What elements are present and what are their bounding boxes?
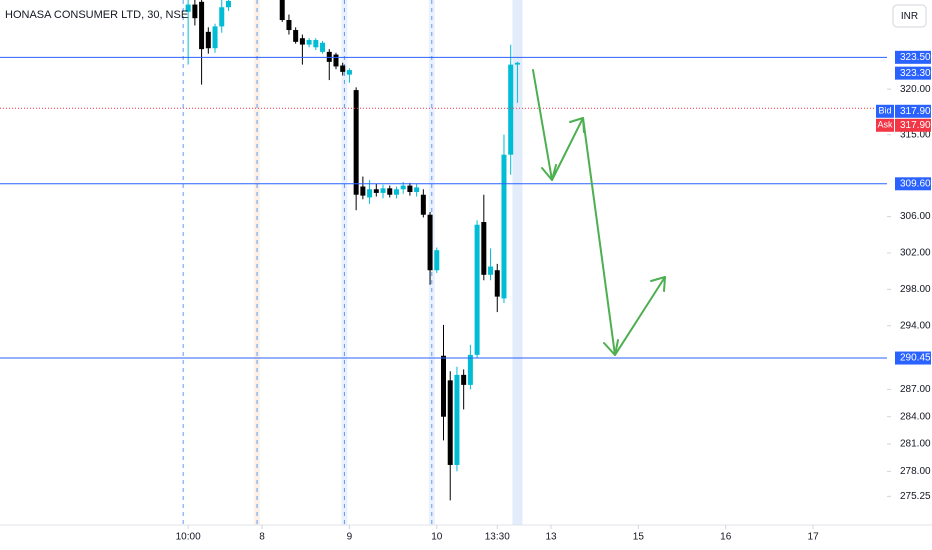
ask-name: Ask xyxy=(877,120,893,130)
candle-body xyxy=(427,214,433,271)
candle-body xyxy=(461,374,467,385)
candle-body xyxy=(434,250,440,271)
x-tick-label: 13 xyxy=(545,532,557,543)
candle-body xyxy=(488,266,494,275)
y-tick-label: 284.00 xyxy=(900,411,931,422)
candle-body xyxy=(320,42,326,52)
ask-box xyxy=(895,118,931,132)
x-tick-label: 10:00 xyxy=(176,532,201,543)
candle-body xyxy=(501,154,507,299)
bid-box xyxy=(895,104,931,118)
x-tick-label: 10 xyxy=(431,532,443,543)
x-tick-label: 9 xyxy=(347,532,353,543)
bid-label: 317.90 xyxy=(900,106,931,117)
time-axis xyxy=(0,525,887,550)
session-band xyxy=(341,0,348,525)
price-line-label: 323.50 xyxy=(900,52,931,63)
currency-button[interactable] xyxy=(892,4,927,28)
x-tick-label: 13:30 xyxy=(485,532,510,543)
candle-body xyxy=(205,31,211,49)
arrow-head xyxy=(569,117,585,133)
candle-body xyxy=(474,224,480,355)
price-line-box xyxy=(895,50,931,64)
y-tick-label: 275.25 xyxy=(900,491,931,502)
candle-body xyxy=(225,0,231,8)
candle-body xyxy=(467,354,473,385)
candle-body xyxy=(420,194,426,215)
candle-body xyxy=(441,355,446,417)
candle-body xyxy=(508,64,514,155)
candle-body xyxy=(306,40,312,45)
candle-body xyxy=(286,20,292,31)
y-tick-label: 298.00 xyxy=(900,284,931,295)
y-tick-label: 278.00 xyxy=(900,466,931,477)
last-bar-highlight xyxy=(512,0,523,525)
candle-body xyxy=(340,65,346,72)
candle-body xyxy=(387,188,393,195)
x-tick-label: 17 xyxy=(808,532,820,543)
candle-body xyxy=(447,380,453,465)
y-tick-label: 281.00 xyxy=(900,439,931,450)
bid-name: Bid xyxy=(878,106,891,116)
session-band xyxy=(254,0,261,525)
ask-label: 317.90 xyxy=(900,120,931,131)
y-tick-label: 320.00 xyxy=(900,84,931,95)
candle-body xyxy=(212,26,218,49)
candle-body xyxy=(333,54,339,67)
bid-name-box xyxy=(876,104,894,118)
candle-body xyxy=(293,30,299,42)
price-line-box xyxy=(895,177,931,191)
arrow-head xyxy=(541,164,557,181)
candle-body xyxy=(407,185,413,192)
candle-body xyxy=(400,185,406,190)
candle-body xyxy=(199,1,205,50)
candle-body xyxy=(481,222,487,275)
candle-body xyxy=(380,188,386,193)
price-line-box xyxy=(895,351,931,365)
x-tick-label: 15 xyxy=(633,532,645,543)
candle-body xyxy=(494,270,500,297)
price-line-label: 290.45 xyxy=(900,353,931,364)
arrow-head xyxy=(603,339,619,356)
candle-body xyxy=(360,186,366,196)
candle-body xyxy=(414,187,420,192)
plot-layer xyxy=(0,0,887,501)
x-tick-label: 8 xyxy=(259,532,265,543)
candle-body xyxy=(185,4,191,12)
ask-name-box xyxy=(876,118,894,132)
y-tick-label: 287.00 xyxy=(900,384,931,395)
candle-body xyxy=(373,189,379,193)
candle-body xyxy=(454,374,460,465)
currency-label[interactable]: INR xyxy=(901,11,918,22)
last-price-label: 323.30 xyxy=(900,68,931,79)
candle-body xyxy=(279,0,285,21)
candle-body xyxy=(299,38,305,45)
candle-body xyxy=(393,189,399,195)
y-tick-label: 302.00 xyxy=(900,248,931,259)
price-axis xyxy=(887,0,932,550)
chart-title: HONASA CONSUMER LTD, 30, NSE xyxy=(5,9,188,21)
arrow-head xyxy=(650,276,666,292)
candle-body xyxy=(353,90,359,195)
y-tick-label: 294.00 xyxy=(900,320,931,331)
candle-body xyxy=(346,70,352,75)
candle-body xyxy=(514,62,520,65)
candle-body xyxy=(219,7,225,27)
last-price-box xyxy=(895,66,931,80)
y-tick-label: 315.00 xyxy=(900,129,931,140)
candle-body xyxy=(192,4,198,19)
candle-body xyxy=(367,189,373,198)
y-tick-label: 306.00 xyxy=(900,211,931,222)
candle-body xyxy=(313,40,319,48)
drawings xyxy=(532,69,666,356)
price-line-label: 309.60 xyxy=(900,178,931,189)
x-tick-label: 16 xyxy=(720,532,732,543)
